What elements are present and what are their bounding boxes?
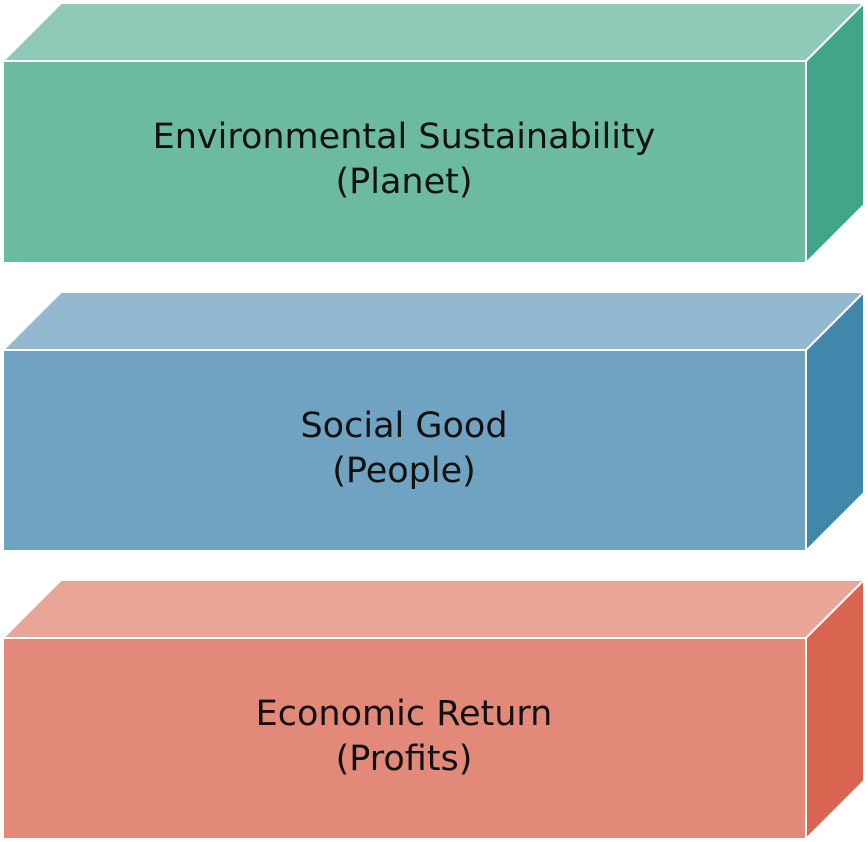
people-block-subtitle: (People) xyxy=(332,451,476,491)
people-block-title: Social Good xyxy=(300,406,507,446)
profits-block-top-face xyxy=(2,579,865,639)
people-block-top-face xyxy=(2,291,865,351)
people-block-front-face xyxy=(2,349,807,552)
people-block: Social Good (People) xyxy=(2,291,865,552)
planet-block-subtitle: (Planet) xyxy=(335,162,472,202)
planet-block-top-face xyxy=(2,2,865,62)
planet-block: Environmental Sustainability (Planet) xyxy=(2,2,865,264)
planet-block-front-face xyxy=(2,60,807,264)
planet-block-title: Environmental Sustainability xyxy=(153,117,656,157)
profits-block-front-face xyxy=(2,637,807,840)
profits-block-subtitle: (Profits) xyxy=(336,739,473,779)
profits-block: Economic Return (Profits) xyxy=(2,579,865,840)
profits-block-title: Economic Return xyxy=(256,694,553,734)
